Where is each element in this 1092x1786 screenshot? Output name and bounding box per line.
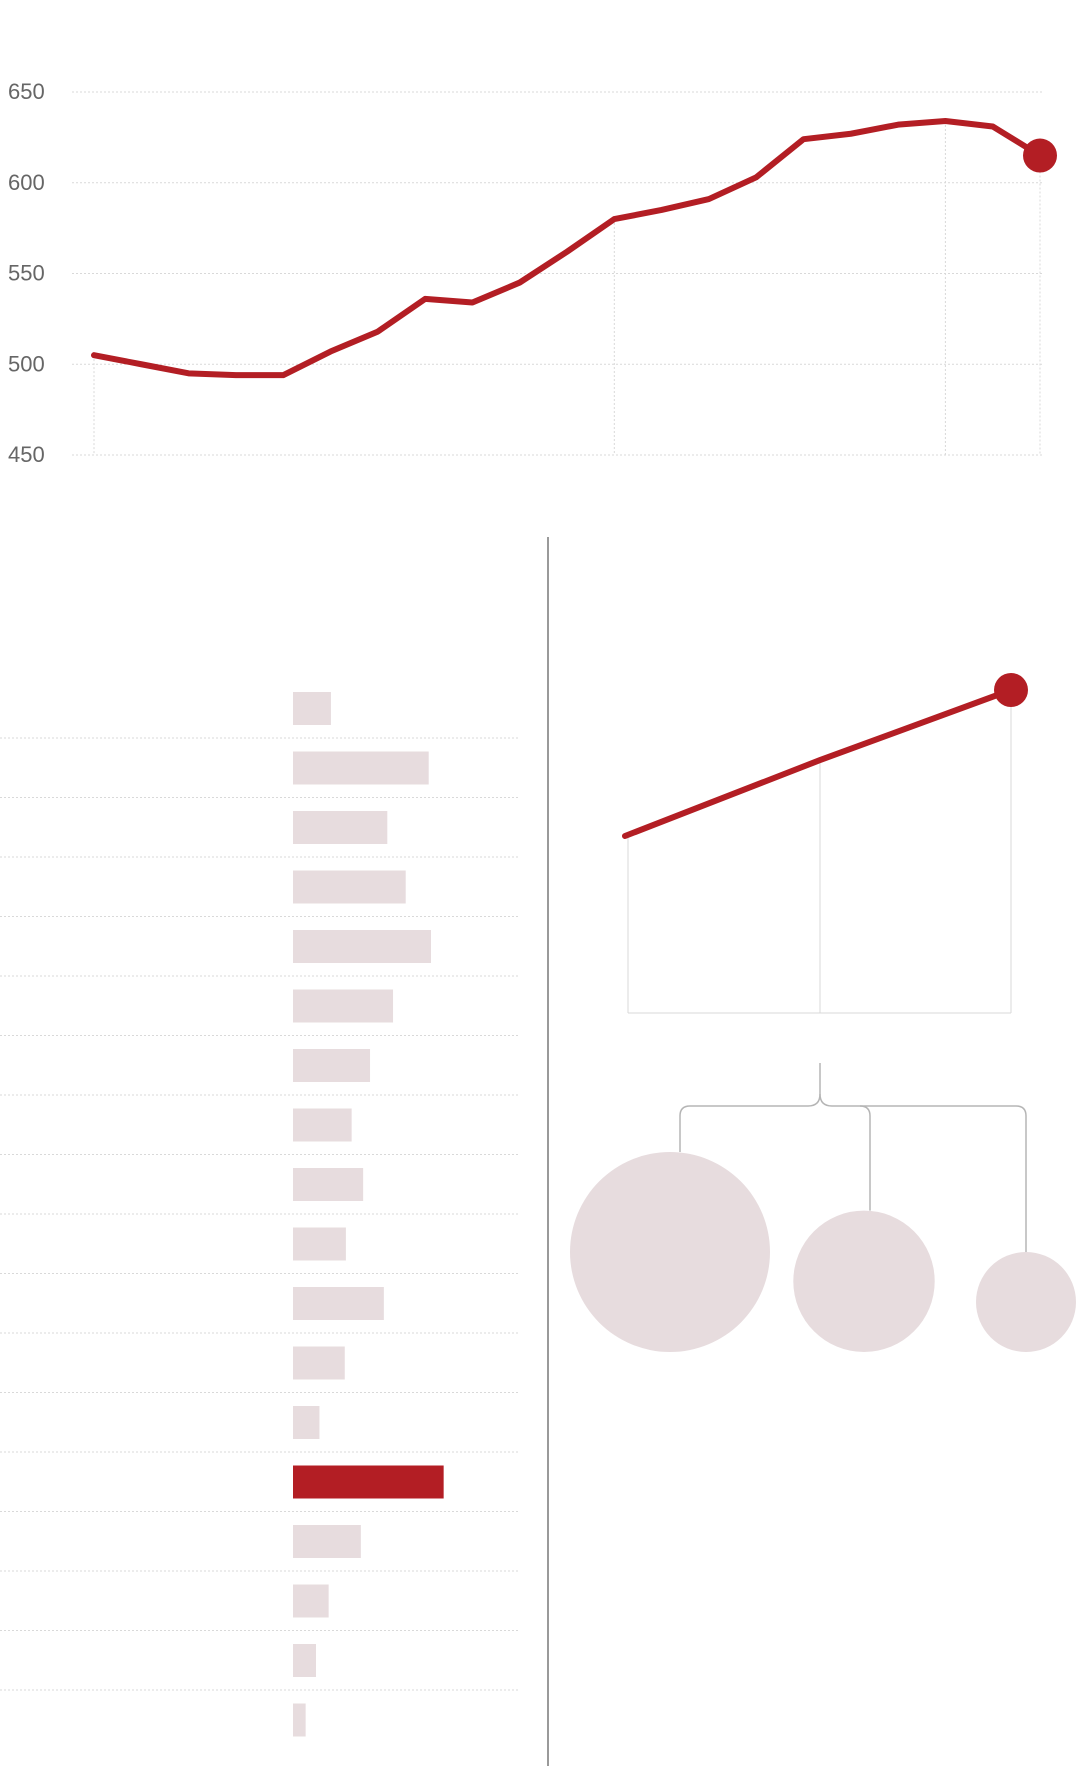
bar [293,1406,320,1439]
small-line-chart [622,673,1028,1014]
main-line-chart: 650 600 550 500 450 [8,79,1057,467]
bar [293,1168,364,1201]
y-tick-label: 450 [8,442,45,467]
bar [293,1049,371,1082]
bar [293,1644,316,1677]
bar [293,1227,346,1261]
bar [293,989,394,1023]
bar [293,811,388,844]
bubble [976,1252,1076,1352]
bubble [570,1152,770,1352]
last-point-marker [994,673,1028,707]
series-line [622,687,1014,839]
bar [293,751,429,785]
connector-line [819,1093,871,1211]
bar-chart [0,692,520,1737]
y-tick-label: 650 [8,79,45,104]
y-tick-label: 600 [8,170,45,195]
y-tick-label: 550 [8,261,45,286]
bar [293,1465,444,1499]
bar [293,1346,345,1380]
bar [293,1703,306,1737]
bar [293,692,331,725]
bubble-chart [570,1063,1076,1352]
bar [293,1108,352,1142]
bar [293,1525,361,1558]
bar [293,870,406,904]
connector-line [679,1063,821,1152]
bubble [793,1210,935,1352]
series-line [91,118,1043,379]
connector-line [860,1105,1027,1252]
bar [293,930,431,963]
bar [293,1584,329,1618]
last-point-marker [1023,138,1057,173]
y-tick-label: 500 [8,351,45,376]
bar [293,1287,384,1320]
